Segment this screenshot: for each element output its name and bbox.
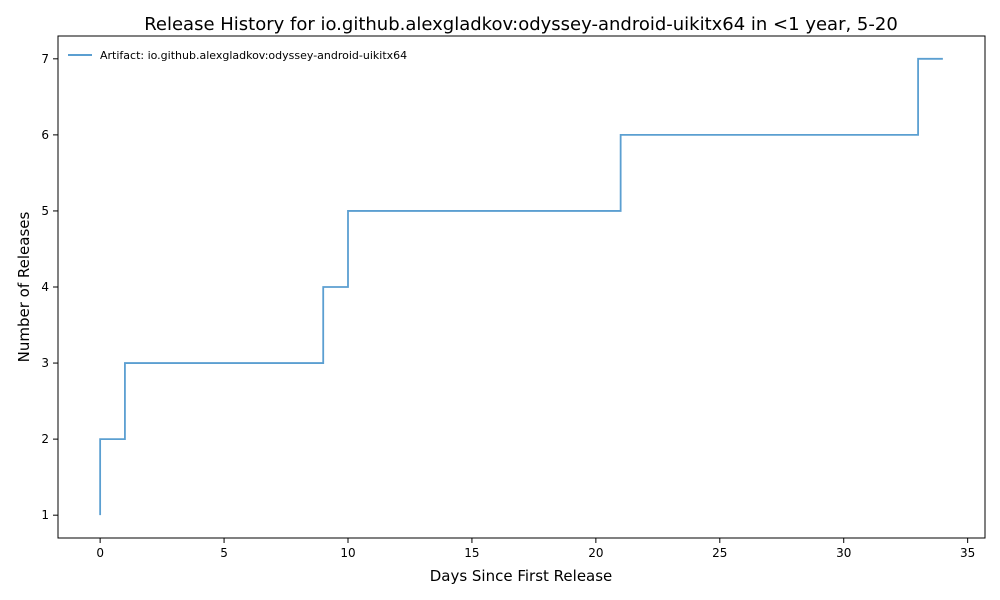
legend: Artifact: io.github.alexgladkov:odyssey-… <box>68 49 407 62</box>
plot-frame <box>57 35 986 539</box>
legend-label: Artifact: io.github.alexgladkov:odyssey-… <box>100 49 407 62</box>
y-tick-label: 1 <box>41 508 49 522</box>
x-tick-label: 5 <box>220 546 228 560</box>
y-tick-label: 5 <box>41 204 49 218</box>
chart-title: Release History for io.github.alexgladko… <box>144 14 898 35</box>
x-axis-ticks: 0 5 10 15 20 25 30 35 <box>96 538 975 560</box>
y-tick-label: 3 <box>41 356 49 370</box>
y-tick-label: 4 <box>41 280 49 294</box>
x-tick-label: 30 <box>836 546 851 560</box>
series-layer <box>99 57 943 516</box>
x-tick-label: 10 <box>340 546 355 560</box>
x-tick-label: 35 <box>960 546 975 560</box>
y-axis-ticks: 1 2 3 4 5 6 7 <box>41 52 58 522</box>
x-tick-label: 15 <box>464 546 479 560</box>
y-tick-label: 6 <box>41 128 49 142</box>
x-tick-label: 20 <box>588 546 603 560</box>
y-tick-label: 2 <box>41 432 49 446</box>
x-tick-label: 25 <box>712 546 727 560</box>
y-tick-label: 7 <box>41 52 49 66</box>
series-step-line <box>99 57 943 516</box>
y-axis-label: Number of Releases <box>15 211 33 362</box>
x-tick-label: 0 <box>96 546 104 560</box>
x-axis-label: Days Since First Release <box>430 567 613 585</box>
